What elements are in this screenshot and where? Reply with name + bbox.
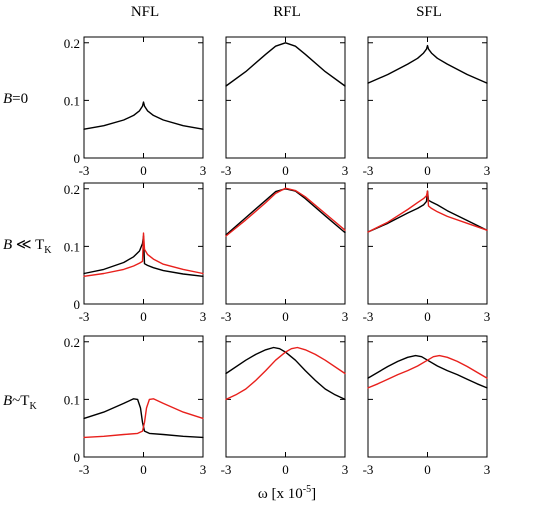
panel-b-zero-nfl: -3 0 300.10.2 <box>64 36 207 178</box>
panel-b-approx-tk-sfl-series-red <box>367 354 488 389</box>
panel-b-zero-rfl-xtick-label: 0 <box>282 163 289 178</box>
panel-b-zero-nfl-ytick-label: 0 <box>74 151 81 166</box>
panel-b-approx-tk-nfl-ytick-label: 0 <box>74 450 81 465</box>
row-label-b-approx-tk-rel: ~T <box>12 393 29 409</box>
panel-b-zero-nfl-xtick-label: 0 <box>140 163 147 178</box>
panel-b-much-less-tk-sfl-xtick-label: -3 <box>363 309 374 324</box>
panel-b-much-less-tk-rfl: -3 0 3 <box>221 182 349 324</box>
panel-b-much-less-tk-nfl-ytick-label: 0.2 <box>64 182 80 197</box>
panel-b-zero-rfl-xtick-label: 3 <box>342 163 349 178</box>
panel-b-approx-tk-nfl-xtick-label: 3 <box>200 462 207 477</box>
panel-b-approx-tk-sfl-xtick-label: 0 <box>424 462 431 477</box>
panel-b-approx-tk-nfl-frame <box>83 335 204 458</box>
panel-b-much-less-tk-sfl: -3 0 3 <box>363 182 491 324</box>
row-label-b-much-less-tk-rel: ≪ T <box>12 237 44 253</box>
panel-b-approx-tk-nfl-series-black <box>83 398 204 439</box>
panel-b-approx-tk-rfl-series-black <box>225 346 346 401</box>
panel-b-approx-tk-nfl-xtick-label: 0 <box>140 462 147 477</box>
panel-b-zero-nfl-xtick-label: 3 <box>200 163 207 178</box>
panel-b-approx-tk-rfl-frame <box>225 335 346 458</box>
panel-b-much-less-tk-sfl-series-red <box>367 190 488 233</box>
row-label-b-zero-var: B <box>3 91 12 107</box>
panel-b-much-less-tk-rfl-series-red <box>225 187 346 237</box>
panel-b-much-less-tk-rfl-xtick-label: 0 <box>282 309 289 324</box>
panel-b-approx-tk-nfl-xtick-label: -3 <box>79 462 90 477</box>
column-title-nfl: NFL <box>131 4 159 20</box>
row-label-b-approx-tk-sub: K <box>29 401 37 412</box>
row-label-b-much-less-tk: B ≪ TK <box>3 237 52 256</box>
panel-b-approx-tk-rfl-series-red <box>225 346 346 401</box>
panel-b-approx-tk-rfl-xtick-label: 0 <box>282 462 289 477</box>
panel-b-zero-nfl-series-black <box>83 101 204 130</box>
row-label-b-zero-rel: =0 <box>12 91 28 107</box>
panel-b-much-less-tk-sfl-xtick-label: 0 <box>424 309 431 324</box>
panel-b-approx-tk-sfl: -3 0 3 <box>363 335 491 477</box>
panel-b-approx-tk-nfl-ytick-label: 0.1 <box>64 392 80 407</box>
panel-b-approx-tk-sfl-xtick-label: 3 <box>484 462 491 477</box>
panel-b-approx-tk-rfl: -3 0 3 <box>221 335 349 477</box>
x-axis-label-close: ] <box>311 486 316 502</box>
panel-b-much-less-tk-nfl: -3 0 300.10.2 <box>64 182 207 324</box>
panel-b-much-less-tk-rfl-frame <box>225 182 346 305</box>
panel-b-much-less-tk-rfl-series-black <box>225 188 346 236</box>
panel-b-zero-sfl-xtick-label: -3 <box>363 163 374 178</box>
panel-b-zero-nfl-ytick-label: 0.2 <box>64 36 80 51</box>
row-label-b-approx-tk-var: B <box>3 393 12 409</box>
panel-b-approx-tk-nfl: -3 0 300.10.2 <box>64 335 207 477</box>
panel-b-zero-rfl-series-black <box>225 42 346 87</box>
panel-b-much-less-tk-nfl-ytick-label: 0 <box>74 297 81 312</box>
panel-b-zero-sfl-xtick-label: 3 <box>484 163 491 178</box>
panel-b-zero-sfl-xtick-label: 0 <box>424 163 431 178</box>
panel-b-approx-tk-sfl-xtick-label: -3 <box>363 462 374 477</box>
x-axis-label-text: ω [x 10 <box>258 486 303 502</box>
panel-b-much-less-tk-nfl-xtick-label: 3 <box>200 309 207 324</box>
panel-b-approx-tk-nfl-ytick-label: 0.2 <box>64 335 80 350</box>
panel-b-approx-tk-rfl-xtick-label: -3 <box>221 462 232 477</box>
panel-b-much-less-tk-nfl-xtick-label: -3 <box>79 309 90 324</box>
panel-b-much-less-tk-nfl-xtick-label: 0 <box>140 309 147 324</box>
row-label-b-much-less-tk-sub: K <box>44 245 52 256</box>
panel-b-much-less-tk-nfl-ytick-label: 0.1 <box>64 239 80 254</box>
panel-b-much-less-tk-rfl-xtick-label: 3 <box>342 309 349 324</box>
panel-b-approx-tk-rfl-xtick-label: 3 <box>342 462 349 477</box>
column-title-rfl: RFL <box>273 4 301 20</box>
panel-b-zero-nfl-ytick-label: 0.1 <box>64 93 80 108</box>
panel-b-zero-sfl: -3 0 3 <box>363 36 491 178</box>
row-label-b-approx-tk: B~TK <box>3 393 37 412</box>
panel-b-approx-tk-sfl-frame <box>367 335 488 458</box>
panel-b-much-less-tk-nfl-series-red <box>83 232 204 277</box>
panel-b-zero-rfl-xtick-label: -3 <box>221 163 232 178</box>
row-label-b-zero: B=0 <box>3 91 28 107</box>
panel-b-zero-sfl-series-black <box>367 44 488 84</box>
panel-b-zero-nfl-xtick-label: -3 <box>79 163 90 178</box>
panel-b-much-less-tk-rfl-xtick-label: -3 <box>221 309 232 324</box>
x-axis-label-exponent: -5 <box>303 484 311 495</box>
panel-b-approx-tk-nfl-series-red <box>83 398 204 439</box>
panel-b-zero-rfl-frame <box>225 36 346 159</box>
panel-b-zero-nfl-frame <box>83 36 204 159</box>
panel-grid: -3 0 300.10.2-3 0 3 -3 0 3-3 0 300.10.2-3 0 3 -3 0 3-3… <box>64 36 491 477</box>
row-label-b-much-less-tk-var: B <box>3 237 12 253</box>
column-title-sfl: SFL <box>416 4 442 20</box>
panel-b-much-less-tk-sfl-xtick-label: 3 <box>484 309 491 324</box>
panel-b-zero-rfl: -3 0 3 <box>221 36 349 178</box>
panel-b-zero-sfl-frame <box>367 36 488 159</box>
x-axis-label: ω [x 10-5] <box>258 484 316 502</box>
